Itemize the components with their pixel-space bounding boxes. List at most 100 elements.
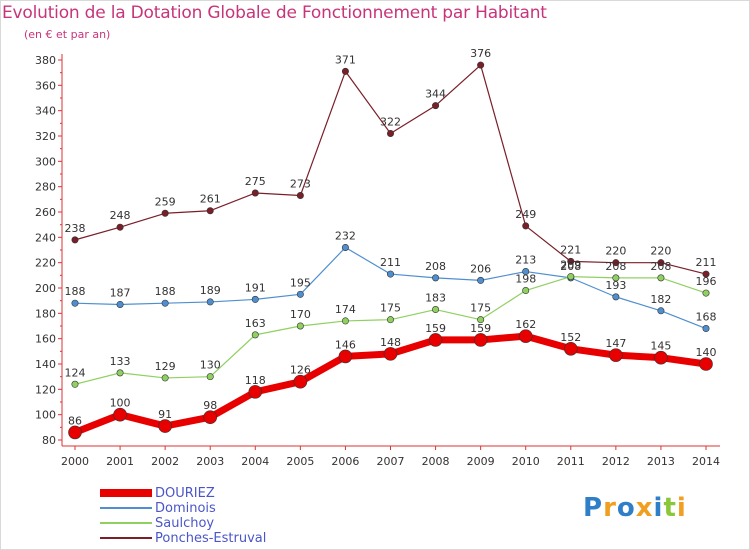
data-point-douriez <box>293 374 308 389</box>
x-tick-label: 2012 <box>602 455 630 468</box>
data-label-douriez: 159 <box>425 322 446 335</box>
data-label-dominois: 187 <box>110 286 131 299</box>
data-label-douriez: 148 <box>380 336 401 349</box>
data-label-douriez: 159 <box>470 322 491 335</box>
data-point-dominois <box>161 299 169 307</box>
data-label-ponches-estruval: 376 <box>470 47 491 60</box>
data-labels-layer: 238 248 259 261 275 273 371 322 344 376 249 221 220 2… <box>65 47 717 427</box>
x-tick-label: 2003 <box>196 455 224 468</box>
data-point-douriez <box>473 333 488 347</box>
data-point-douriez <box>248 385 263 399</box>
data-label-ponches-estruval: 259 <box>155 195 176 208</box>
data-point-saulchoy <box>341 317 349 325</box>
data-label-ponches-estruval: 249 <box>515 208 536 221</box>
data-label-saulchoy: 175 <box>380 302 401 315</box>
logo-letter: r <box>603 493 617 523</box>
data-label-dominois: 232 <box>335 229 356 242</box>
data-point-ponches-estruval <box>567 257 575 265</box>
legend-label: DOURIEZ <box>155 486 215 501</box>
data-label-saulchoy: 133 <box>110 355 131 368</box>
data-label-ponches-estruval: 322 <box>380 115 401 128</box>
series-line-ponches-estruval <box>74 64 707 275</box>
data-label-ponches-estruval: 273 <box>290 178 311 191</box>
data-label-ponches-estruval: 211 <box>696 256 717 269</box>
data-label-ponches-estruval: 221 <box>560 243 581 256</box>
legend-swatch <box>100 489 152 497</box>
y-tick-label: 260 <box>35 206 56 219</box>
logo-letter: t <box>663 493 677 523</box>
data-label-douriez: 140 <box>696 346 717 359</box>
y-tick-label: 300 <box>35 155 56 168</box>
data-point-dominois <box>702 325 710 333</box>
y-tick-label: 80 <box>42 434 56 447</box>
y-tick-label: 240 <box>35 231 56 244</box>
data-point-dominois <box>522 268 530 276</box>
data-label-ponches-estruval: 261 <box>200 193 221 206</box>
data-point-dominois <box>386 270 394 278</box>
data-point-saulchoy <box>71 380 79 388</box>
y-tick-label: 100 <box>35 409 56 422</box>
x-tick-label: 2011 <box>557 455 585 468</box>
data-point-ponches-estruval <box>341 67 349 75</box>
data-label-dominois: 208 <box>560 260 581 273</box>
logo-letter: o <box>616 493 636 523</box>
data-label-ponches-estruval: 238 <box>65 222 86 235</box>
data-point-dominois <box>206 298 214 306</box>
data-label-dominois: 193 <box>605 279 626 292</box>
logo-letter: i <box>653 493 664 523</box>
data-label-douriez: 126 <box>290 364 311 377</box>
data-label-dominois: 211 <box>380 256 401 269</box>
data-label-dominois: 195 <box>290 276 311 289</box>
data-label-dominois: 188 <box>65 285 86 298</box>
data-point-douriez <box>428 333 443 347</box>
series-layer <box>68 61 713 440</box>
legend-swatch <box>100 537 152 539</box>
data-label-dominois: 182 <box>650 293 671 306</box>
data-label-ponches-estruval: 344 <box>425 88 446 101</box>
data-label-saulchoy: 196 <box>696 275 717 288</box>
legend-label: Dominois <box>155 501 216 516</box>
data-label-saulchoy: 163 <box>245 317 266 330</box>
x-tick-label: 2001 <box>106 455 134 468</box>
proxiti-logo: Proxiti <box>583 493 687 523</box>
data-point-saulchoy <box>161 374 169 382</box>
data-point-douriez <box>518 329 533 343</box>
chart-title: Evolution de la Dotation Globale de Fonc… <box>2 3 547 23</box>
data-point-dominois <box>116 300 124 308</box>
data-label-dominois: 206 <box>470 262 491 275</box>
data-point-dominois <box>612 293 620 301</box>
data-label-douriez: 162 <box>515 318 536 331</box>
y-tick-label: 160 <box>35 333 56 346</box>
data-label-douriez: 147 <box>605 337 626 350</box>
data-label-douriez: 146 <box>335 338 356 351</box>
data-label-douriez: 91 <box>158 408 172 421</box>
data-label-saulchoy: 208 <box>605 260 626 273</box>
data-point-dominois <box>432 274 440 282</box>
data-point-saulchoy <box>567 273 575 281</box>
x-tick-label: 2014 <box>692 455 720 468</box>
data-point-saulchoy <box>206 373 214 381</box>
data-point-douriez <box>383 347 398 361</box>
data-point-douriez <box>563 341 578 356</box>
data-point-douriez <box>203 410 218 425</box>
data-label-saulchoy: 209 <box>560 259 581 272</box>
data-point-dominois <box>477 276 485 284</box>
data-label-saulchoy: 208 <box>650 260 671 273</box>
data-point-douriez <box>158 419 172 433</box>
data-point-ponches-estruval <box>71 236 79 244</box>
data-point-saulchoy <box>702 289 710 297</box>
data-label-ponches-estruval: 220 <box>650 245 671 258</box>
logo-letter: P <box>583 493 604 523</box>
data-point-dominois <box>296 290 304 298</box>
data-label-dominois: 208 <box>425 260 446 273</box>
data-label-dominois: 188 <box>155 285 176 298</box>
data-point-douriez <box>113 407 127 422</box>
x-tick-label: 2013 <box>647 455 675 468</box>
y-tick-label: 280 <box>35 181 56 194</box>
logo-letter: x <box>635 493 654 523</box>
data-label-douriez: 118 <box>245 374 266 387</box>
x-tick-label: 2004 <box>241 455 269 468</box>
data-point-ponches-estruval <box>702 270 710 278</box>
data-point-dominois <box>341 243 349 251</box>
